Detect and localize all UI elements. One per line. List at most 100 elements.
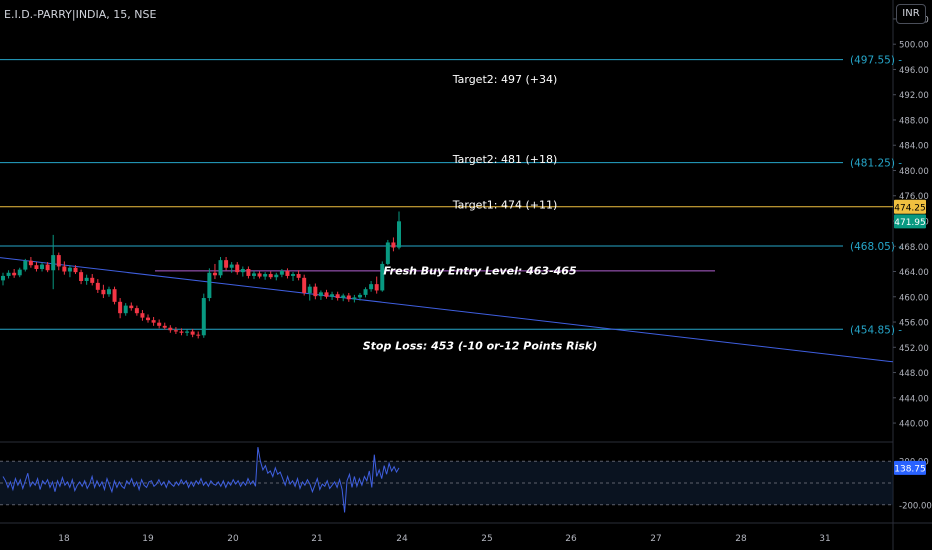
candle-body bbox=[279, 270, 284, 275]
trendline-group bbox=[0, 257, 894, 363]
oscillator-tick-label: -200.00 bbox=[899, 501, 932, 511]
candle-body bbox=[374, 284, 379, 291]
candle-body bbox=[67, 267, 72, 272]
price-axis[interactable]: 504.00500.00496.00492.00488.00484.00480.… bbox=[893, 15, 929, 430]
price-level-label: (497.55) - bbox=[850, 55, 902, 67]
candle-body bbox=[224, 260, 229, 268]
candle-body bbox=[84, 277, 89, 281]
candle-body bbox=[363, 289, 368, 295]
candle-body bbox=[157, 322, 162, 326]
candle-body bbox=[73, 267, 78, 273]
time-tick-label: 31 bbox=[819, 534, 830, 544]
candle-body bbox=[51, 255, 56, 271]
oscillator-value-badge bbox=[894, 460, 926, 475]
last-price-label: 471.95 bbox=[894, 218, 926, 228]
candle-body bbox=[168, 327, 173, 331]
candle-body bbox=[274, 274, 279, 278]
candle-body bbox=[330, 294, 335, 297]
candle-body bbox=[380, 263, 385, 291]
currency-button[interactable]: INR bbox=[896, 4, 926, 24]
annotations: Target2: 497 (+34) Target2: 481 (+18) Targ… bbox=[363, 73, 598, 352]
candle-body bbox=[6, 272, 11, 276]
candle-body bbox=[357, 294, 362, 298]
candle-body bbox=[101, 289, 106, 295]
price-tick-label: 484.00 bbox=[899, 142, 929, 152]
candle-body bbox=[313, 286, 318, 297]
candle-body bbox=[17, 269, 22, 276]
time-tick-label: 21 bbox=[311, 534, 322, 544]
candle-body bbox=[285, 270, 290, 276]
candle-body bbox=[391, 242, 396, 248]
candle-body bbox=[79, 272, 84, 281]
candle-body bbox=[62, 266, 67, 272]
candle-body bbox=[28, 260, 33, 266]
oscillator-value-label: 138.75 bbox=[894, 464, 926, 474]
time-tick-label: 18 bbox=[58, 534, 70, 544]
candle-body bbox=[291, 274, 296, 276]
candle-body bbox=[1, 275, 5, 281]
target-price-label: 474.25 bbox=[894, 203, 926, 213]
candle-body bbox=[246, 268, 251, 276]
candle-body bbox=[173, 330, 178, 332]
last-price-badge bbox=[894, 214, 926, 229]
time-tick-label: 19 bbox=[142, 534, 154, 544]
candle-body bbox=[179, 331, 184, 333]
candle-body bbox=[123, 305, 128, 314]
candle-body bbox=[302, 277, 307, 293]
time-tick-label: 27 bbox=[650, 534, 661, 544]
time-tick-label: 24 bbox=[396, 534, 408, 544]
trendline bbox=[0, 257, 894, 363]
candle-body bbox=[112, 289, 117, 302]
price-levels: (497.55) - (481.25) - (468.05) - (454.85) - bbox=[0, 55, 902, 336]
symbol-title: E.I.D.-PARRY|INDIA, 15, NSE bbox=[4, 8, 157, 21]
candle-body bbox=[341, 295, 346, 299]
price-level-label: (454.85) - bbox=[850, 324, 902, 336]
candle-body bbox=[268, 274, 273, 278]
candle-body bbox=[257, 273, 262, 277]
price-tick-label: 456.00 bbox=[899, 319, 929, 329]
candle-body bbox=[146, 317, 151, 321]
candle-body bbox=[296, 274, 301, 278]
price-tick-label: 448.00 bbox=[899, 369, 929, 379]
price-level-label: (481.25) - bbox=[850, 158, 902, 170]
candle-body bbox=[95, 282, 100, 290]
candle-body bbox=[90, 277, 95, 283]
candle-body bbox=[207, 272, 212, 299]
price-tick-label: 440.00 bbox=[899, 420, 929, 430]
price-tick-label: 464.00 bbox=[899, 268, 929, 278]
time-tick-label: 28 bbox=[735, 534, 747, 544]
candle-body bbox=[190, 331, 195, 335]
candle-body bbox=[251, 273, 256, 276]
candle-body bbox=[201, 298, 206, 336]
candle-body bbox=[23, 260, 28, 270]
candle-body bbox=[45, 264, 50, 271]
candle-body bbox=[134, 308, 139, 314]
price-tick-label: 468.00 bbox=[899, 243, 929, 253]
candle-body bbox=[12, 272, 17, 276]
candle-body bbox=[335, 294, 340, 299]
time-axis[interactable]: 18 19 20 21 24 25 26 27 28 31 bbox=[58, 534, 830, 544]
candle-body bbox=[318, 292, 323, 297]
price-tick-label: 492.00 bbox=[899, 91, 929, 101]
candle-body bbox=[397, 221, 401, 248]
price-tick-label: 496.00 bbox=[899, 66, 929, 76]
price-tick-label: 480.00 bbox=[899, 167, 929, 177]
candle-body bbox=[40, 264, 45, 269]
price-tick-label: 444.00 bbox=[899, 394, 929, 404]
annotation-text: Target2: 497 (+34) bbox=[452, 73, 558, 86]
price-tick-label: 476.00 bbox=[899, 192, 929, 202]
candle-body bbox=[385, 242, 390, 264]
candle-body bbox=[352, 297, 357, 300]
candle-body bbox=[218, 260, 223, 276]
candle-body bbox=[162, 325, 167, 328]
candle-body bbox=[346, 295, 351, 300]
candle-body bbox=[212, 272, 217, 276]
candle-body bbox=[235, 264, 240, 273]
candle-body bbox=[140, 313, 145, 318]
oscillator-line bbox=[2, 447, 400, 513]
time-tick-label: 20 bbox=[227, 534, 239, 544]
price-tick-label: 452.00 bbox=[899, 344, 929, 354]
